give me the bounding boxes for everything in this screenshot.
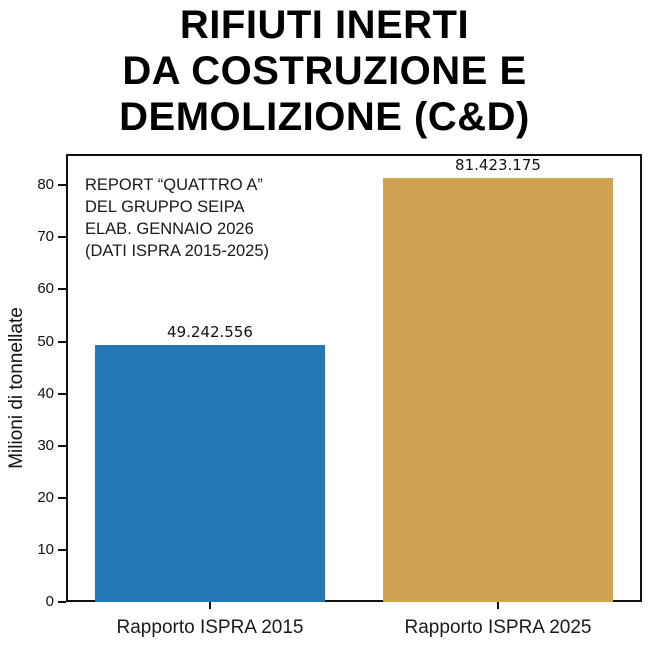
y-tick-label: 0 <box>45 593 54 610</box>
bar-rapporto-ispra-2015 <box>94 345 326 602</box>
y-tick-mark <box>58 392 66 395</box>
y-tick-mark <box>58 548 66 551</box>
y-tick-label: 30 <box>37 436 54 454</box>
y-tick-label: 20 <box>37 488 54 506</box>
y-tick-label: 50 <box>37 332 54 350</box>
y-tick-mark <box>58 444 66 447</box>
annotation-text: REPORT “QUATTRO A” DEL GRUPPO SEIPA ELAB… <box>85 176 270 260</box>
y-tick-label: 80 <box>37 176 54 194</box>
y-tick-label: 10 <box>37 540 54 558</box>
y-tick-label: 40 <box>37 384 54 402</box>
bar-rapporto-ispra-2025 <box>382 177 614 602</box>
y-tick-mark <box>58 340 66 343</box>
chart-title: RIFIUTI INERTI DA COSTRUZIONE E DEMOLIZI… <box>119 3 530 139</box>
y-tick-mark <box>58 288 66 291</box>
x-tick-mark <box>497 602 499 609</box>
y-tick-mark <box>58 236 66 239</box>
y-tick-mark <box>58 496 66 499</box>
bar-value-label: 49.242.556 <box>167 323 253 342</box>
y-tick-mark <box>58 184 66 187</box>
bar-value-label: 81.423.175 <box>455 155 541 174</box>
y-tick-label: 70 <box>37 228 54 246</box>
x-tick-label: Rapporto ISPRA 2015 <box>116 617 304 638</box>
x-tick-label: Rapporto ISPRA 2025 <box>404 617 592 638</box>
y-tick-label: 60 <box>37 280 54 298</box>
x-tick-mark <box>209 602 211 609</box>
y-tick-mark <box>58 601 66 603</box>
